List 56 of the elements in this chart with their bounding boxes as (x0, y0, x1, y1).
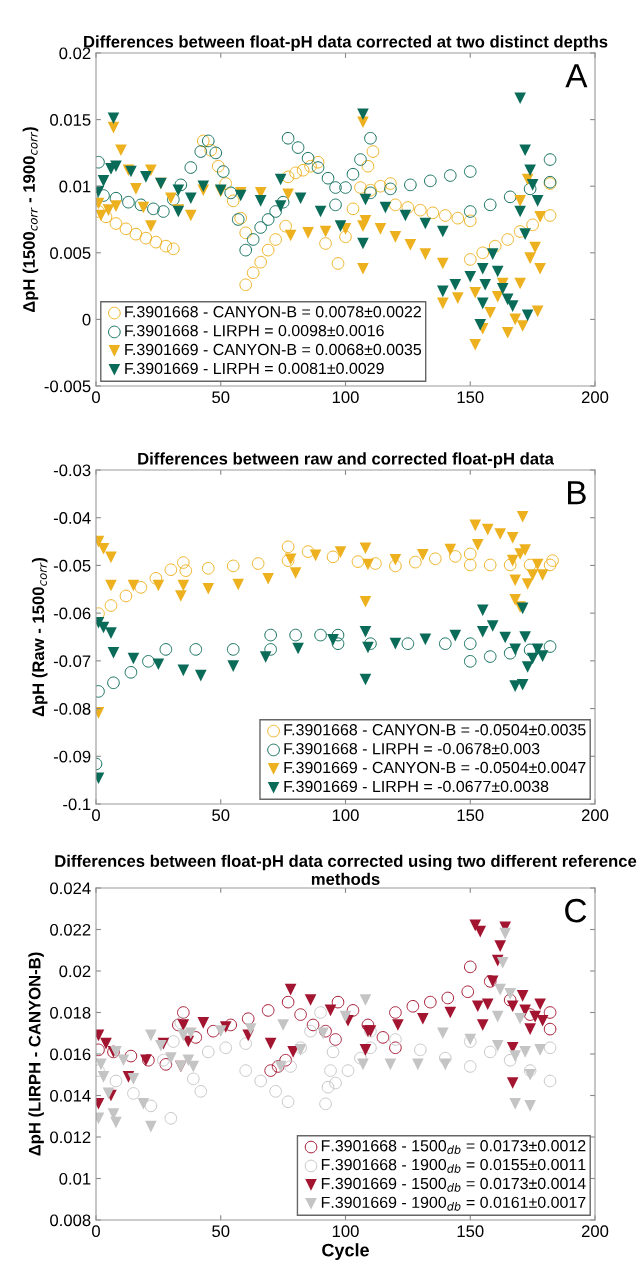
x-tick-label: 50 (212, 391, 230, 404)
y-axis-title: ΔpH (LIRPH - CANYON-B) (28, 952, 44, 1156)
legend-label: F.3901669 - CANYON-B = 0.0068±0.0035 (125, 343, 422, 356)
x-tick-label: 0 (92, 1225, 100, 1238)
legend-label: F.3901668 - CANYON-B = -0.0504±0.0035 (284, 724, 586, 736)
annotation: B (568, 481, 586, 505)
legend-label: F.3901669 - CANYON-B = -0.0504±0.0047 (284, 761, 586, 774)
legend-label: F.3901669 - LIRPH = 0.0081±0.0029 (125, 362, 384, 375)
y-tick-label: -0.07 (53, 655, 91, 668)
legend-label: F.3901668 - CANYON-B = 0.0078±0.0022 (125, 306, 421, 318)
y-tick-label: 0.016 (50, 1048, 91, 1061)
x-tick-label: 100 (332, 1225, 359, 1238)
x-tick-label: 100 (332, 809, 359, 822)
x-axis-title: Cycle (322, 1243, 369, 1261)
legend-label: F.3901669 - LIRPH = -0.0677±0.0038 (284, 780, 549, 793)
y-tick-label: 0.008 (50, 1214, 91, 1227)
y-tick-label: -0.06 (53, 607, 91, 620)
y-tick-label: 0.02 (59, 965, 91, 978)
x-tick-label: 50 (212, 809, 230, 822)
y-tick-label: -0.04 (53, 512, 91, 524)
x-tick-label: 150 (457, 1225, 484, 1238)
y-tick-label: 0.015 (50, 114, 91, 126)
annotation: C (565, 898, 587, 923)
x-tick-label: 150 (457, 391, 484, 404)
y-tick-label: -0.03 (53, 464, 91, 477)
y-tick-label: 0.022 (50, 923, 91, 936)
y-tick-label: -0.1 (63, 798, 91, 811)
y-tick-label: -0.05 (53, 559, 91, 572)
annotation: A (565, 64, 588, 88)
y-tick-label: 0.01 (59, 180, 91, 193)
y-tick-label: -0.005 (44, 380, 91, 393)
y-tick-label: 0.014 (50, 1089, 91, 1102)
y-axis-title: ΔpH (1500$_{corr}$ - 1900$_{corr}$) (22, 127, 39, 313)
x-tick-label: 0 (92, 391, 100, 404)
x-tick-label: 200 (581, 1225, 609, 1238)
legend-label: F.3901669 - 1900$_{db}$ = 0.0161±0.0017 (321, 1196, 586, 1211)
y-tick-label: 0.005 (50, 247, 91, 259)
y-tick-label: 0 (82, 313, 91, 326)
chart-title: Differences between raw and corrected float-pH data (138, 452, 555, 468)
legend-label: F.3901668 - LIRPH = 0.0098±0.0016 (125, 324, 384, 337)
y-tick-label: -0.08 (53, 702, 91, 715)
y-tick-label: 0.018 (50, 1006, 91, 1019)
x-tick-label: 100 (332, 391, 359, 404)
x-tick-label: 50 (212, 1225, 230, 1238)
legend-label: F.3901668 - LIRPH = -0.0678±0.003 (284, 742, 540, 755)
y-tick-label: 0.01 (59, 1172, 91, 1185)
y-tick-label: -0.09 (53, 750, 91, 763)
x-tick-label: 150 (457, 809, 484, 822)
y-axis-title: ΔpH (Raw - 1500$_{corr}$) (31, 557, 48, 717)
legend-label: F.3901668 - 1500$_{db}$ = 0.0173±0.0012 (321, 1140, 586, 1155)
y-tick-label: 0.012 (50, 1131, 91, 1144)
x-tick-label: 200 (581, 809, 609, 822)
x-tick-label: 0 (92, 809, 100, 822)
x-tick-label: 200 (581, 391, 609, 404)
legend-label: F.3901668 - 1900$_{db}$ = 0.0155±0.0011 (321, 1158, 586, 1173)
legend-label: F.3901669 - 1500$_{db}$ = 0.0173±0.0014 (321, 1177, 586, 1192)
